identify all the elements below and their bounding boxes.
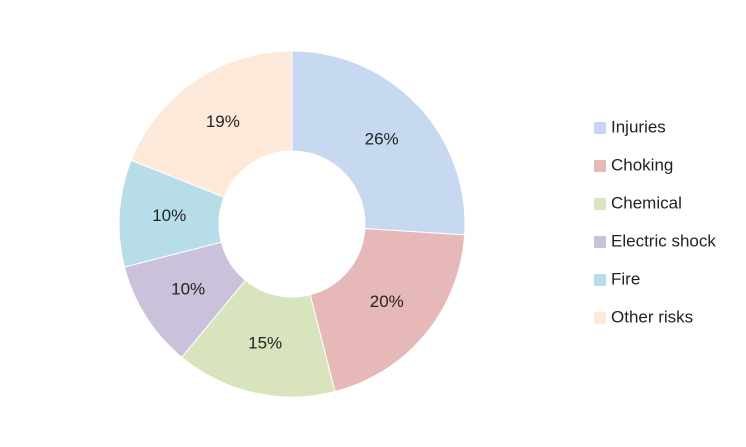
- data-label: 26%: [365, 129, 399, 148]
- data-label: 10%: [171, 279, 205, 298]
- data-label: 10%: [152, 206, 186, 225]
- data-label: 15%: [248, 334, 282, 353]
- data-label: 20%: [370, 292, 404, 311]
- data-label: 19%: [206, 112, 240, 131]
- legend-swatch: [594, 236, 606, 248]
- legend-label: Other risks: [611, 307, 693, 326]
- legend-swatch: [594, 160, 606, 172]
- legend-swatch: [594, 122, 606, 134]
- slice: [181, 279, 336, 398]
- legend-swatch: [594, 274, 606, 286]
- slice: [291, 50, 466, 236]
- legend-label: Electric shock: [611, 231, 716, 250]
- legend-swatch: [594, 198, 606, 210]
- legend-label: Fire: [611, 269, 640, 288]
- slice: [130, 50, 293, 198]
- legend-label: Injuries: [611, 117, 666, 136]
- legend-label: Choking: [611, 155, 673, 174]
- legend-swatch: [594, 312, 606, 324]
- slice: [309, 228, 466, 393]
- legend-label: Chemical: [611, 193, 682, 212]
